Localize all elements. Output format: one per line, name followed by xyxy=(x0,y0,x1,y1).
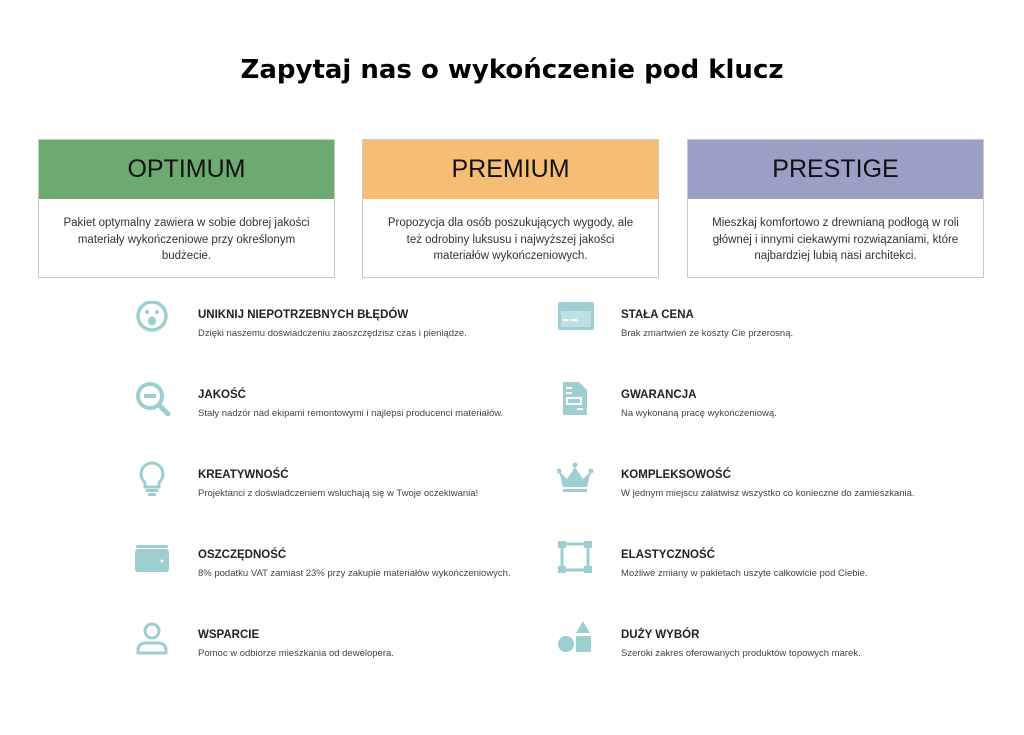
feature-description: Pomoc w odbiorze mieszkania od deweloper… xyxy=(198,648,394,659)
package-name: PRESTIGE xyxy=(688,140,983,199)
feature-description: Dzięki naszemu doświadczeniu zaoszczędzi… xyxy=(198,328,467,339)
package-card-optimum[interactable]: OPTIMUM Pakiet optymalny zawiera w sobie… xyxy=(38,139,335,278)
feature-description: Projektanci z doświadczeniem wsłuchają s… xyxy=(198,488,479,499)
feature-item: JAKOŚĆ Stały nadzór nad ekipami remontow… xyxy=(134,382,534,439)
feature-title: ELASTYCZNOŚĆ xyxy=(621,549,715,561)
feature-item: DUŻY WYBÓR Szeroki zakres oferowanych pr… xyxy=(557,621,957,679)
feature-description: Na wykonaną pracę wykończeniową. xyxy=(621,408,777,419)
vector-square-icon xyxy=(557,541,597,581)
package-card-prestige[interactable]: PRESTIGE Mieszkaj komfortowo z drewnianą… xyxy=(687,139,984,278)
package-description: Propozycja dla osób poszukujących wygody… xyxy=(387,217,634,262)
feature-description: Szeroki zakres oferowanych produktów top… xyxy=(621,648,861,659)
feature-item: KOMPLEKSOWOŚĆ W jednym miejscu załatwisz… xyxy=(557,462,957,519)
document-icon xyxy=(557,381,597,421)
feature-description: W jednym miejscu załatwisz wszystko co k… xyxy=(621,488,915,499)
feature-title: OSZCZĘDNOŚĆ xyxy=(198,549,287,561)
lightbulb-icon xyxy=(134,461,174,501)
crown-icon xyxy=(557,461,597,501)
feature-item: UNIKNIJ NIEPOTRZEBNYCH BŁĘDÓW Dzięki nas… xyxy=(134,301,534,359)
package-card-premium[interactable]: PREMIUM Propozycja dla osób poszukującyc… xyxy=(362,139,659,278)
feature-item: GWARANCJA Na wykonaną pracę wykończeniow… xyxy=(557,382,957,439)
package-name: PREMIUM xyxy=(363,140,658,199)
package-description: Pakiet optymalny zawiera w sobie dobrej … xyxy=(63,217,310,262)
page-title: Zapytaj nas o wykończenie pod klucz xyxy=(240,55,784,85)
feature-title: DUŻY WYBÓR xyxy=(621,629,700,641)
feature-item: OSZCZĘDNOŚĆ 8% podatku VAT zamiast 23% p… xyxy=(134,545,534,599)
zoom-out-magnifier-icon xyxy=(134,381,174,421)
feature-title: WSPARCIE xyxy=(198,629,260,641)
feature-item: STAŁA CENA Brak zmartwień ze koszty Cie … xyxy=(557,302,957,359)
credit-card-icon xyxy=(557,301,597,341)
feature-title: UNIKNIJ NIEPOTRZEBNYCH BŁĘDÓW xyxy=(198,309,409,321)
feature-title: KREATYWNOŚĆ xyxy=(198,469,289,481)
feature-item: WSPARCIE Pomoc w odbiorze mieszkania od … xyxy=(134,622,534,679)
shapes-icon xyxy=(557,621,597,661)
feature-item: KREATYWNOŚĆ Projektanci z doświadczeniem… xyxy=(134,461,534,519)
feature-description: Możliwe zmiany w pakietach uszyte całkow… xyxy=(621,568,868,579)
package-description: Mieszkaj komfortowo z drewnianą podłogą … xyxy=(712,217,959,262)
feature-description: Stały nadzór nad ekipami remontowymi i n… xyxy=(198,408,504,419)
feature-title: STAŁA CENA xyxy=(621,309,694,321)
feature-description: Brak zmartwień ze koszty Cie przerosną. xyxy=(621,328,794,339)
feature-item: ELASTYCZNOŚĆ Możliwe zmiany w pakietach … xyxy=(557,541,957,599)
surprised-face-icon xyxy=(134,301,174,341)
feature-title: KOMPLEKSOWOŚĆ xyxy=(621,469,731,481)
wallet-icon xyxy=(134,541,174,581)
feature-description: 8% podatku VAT zamiast 23% przy zakupie … xyxy=(198,568,511,579)
feature-title: JAKOŚĆ xyxy=(198,389,246,401)
feature-title: GWARANCJA xyxy=(621,389,697,401)
package-name: OPTIMUM xyxy=(39,140,334,199)
user-icon xyxy=(134,621,174,661)
